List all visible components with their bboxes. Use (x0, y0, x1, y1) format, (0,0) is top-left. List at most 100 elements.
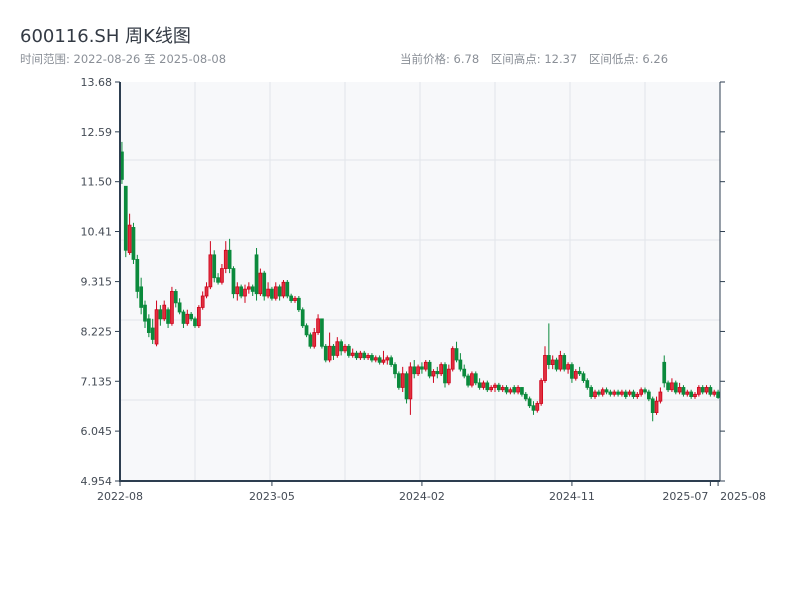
candle (673, 380, 678, 395)
candle (462, 364, 467, 379)
y-tick-label: 12.59 (81, 126, 113, 139)
candle (585, 378, 590, 390)
candle (370, 353, 374, 363)
candle-body (373, 357, 378, 361)
candle (550, 355, 555, 370)
candle-body (504, 387, 509, 393)
candle (496, 382, 501, 393)
candle-body (662, 361, 667, 384)
candle (204, 282, 209, 299)
candle-body (131, 227, 136, 260)
candle-body (231, 268, 236, 295)
candle (366, 353, 370, 361)
candle-body (577, 371, 582, 375)
candle-body (696, 387, 701, 395)
candle (523, 392, 528, 402)
candle-body (239, 286, 244, 297)
candle (454, 341, 459, 363)
candle-body (408, 366, 413, 400)
candle-body (677, 387, 682, 393)
candle-body (412, 366, 417, 375)
candle (670, 378, 674, 393)
candle (689, 389, 694, 399)
candle-body (289, 295, 294, 301)
candle (266, 282, 270, 299)
candle (566, 362, 570, 374)
candle (685, 389, 690, 397)
y-tick-label: 9.315 (81, 276, 113, 289)
candle-body (562, 355, 567, 370)
candle-body (416, 366, 420, 375)
candle (620, 389, 624, 397)
candle-body (343, 345, 347, 352)
candle (339, 339, 344, 356)
candle-body (631, 391, 636, 397)
candle (300, 307, 305, 329)
candle-body (212, 254, 217, 279)
candle (558, 350, 563, 372)
candle-body (270, 288, 274, 299)
current-price: 当前价格: 6.78 (400, 52, 480, 66)
candle (500, 385, 505, 393)
candle-body (527, 398, 532, 407)
candle-body (162, 304, 167, 320)
candle (581, 371, 586, 383)
candle-body (243, 288, 247, 297)
candle-body (435, 371, 440, 375)
candle (662, 355, 667, 388)
candle (320, 318, 324, 349)
candle-body (670, 382, 674, 391)
candle (423, 360, 428, 372)
candle (273, 282, 278, 301)
candle (604, 387, 609, 395)
candle-body (193, 318, 197, 327)
y-tick-label: 8.225 (81, 325, 113, 338)
candle-body (439, 364, 444, 375)
candle-body (135, 259, 140, 292)
candle (127, 213, 132, 255)
candle (485, 380, 490, 393)
candle (470, 371, 474, 388)
candle (639, 387, 644, 397)
candle (562, 353, 567, 372)
range-low: 区间低点: 6.26 (588, 52, 669, 66)
candle-body (258, 272, 263, 295)
candle-body (185, 313, 190, 324)
candle-body (431, 371, 436, 377)
candle-body (508, 389, 513, 393)
candle-body (327, 345, 332, 361)
candle (362, 350, 367, 361)
candle-body (346, 345, 351, 356)
candle-body (173, 291, 178, 304)
candle (427, 360, 432, 379)
candle (466, 373, 470, 388)
candle (200, 291, 205, 310)
candle (504, 385, 509, 395)
candle (293, 295, 297, 303)
candle-body (535, 403, 540, 411)
candle (373, 355, 378, 363)
candle-body (404, 373, 409, 400)
candle-body (566, 364, 570, 370)
candle (512, 385, 517, 395)
candle (573, 369, 578, 381)
candle-body (246, 286, 251, 290)
candle (216, 273, 220, 285)
candle-body (400, 373, 405, 388)
candle (243, 284, 247, 303)
candle (123, 185, 128, 258)
candle-body (666, 382, 670, 391)
candle-body (181, 311, 186, 324)
candle (416, 364, 420, 377)
candle (712, 389, 717, 397)
candle (635, 392, 640, 399)
candle-body (462, 368, 467, 377)
candle-body (716, 391, 720, 398)
candle (177, 298, 182, 315)
candle (346, 344, 351, 358)
candle (146, 314, 151, 338)
candle (308, 332, 313, 349)
candle-body (454, 348, 459, 361)
candle-body (531, 405, 536, 411)
candle-body (354, 352, 359, 359)
